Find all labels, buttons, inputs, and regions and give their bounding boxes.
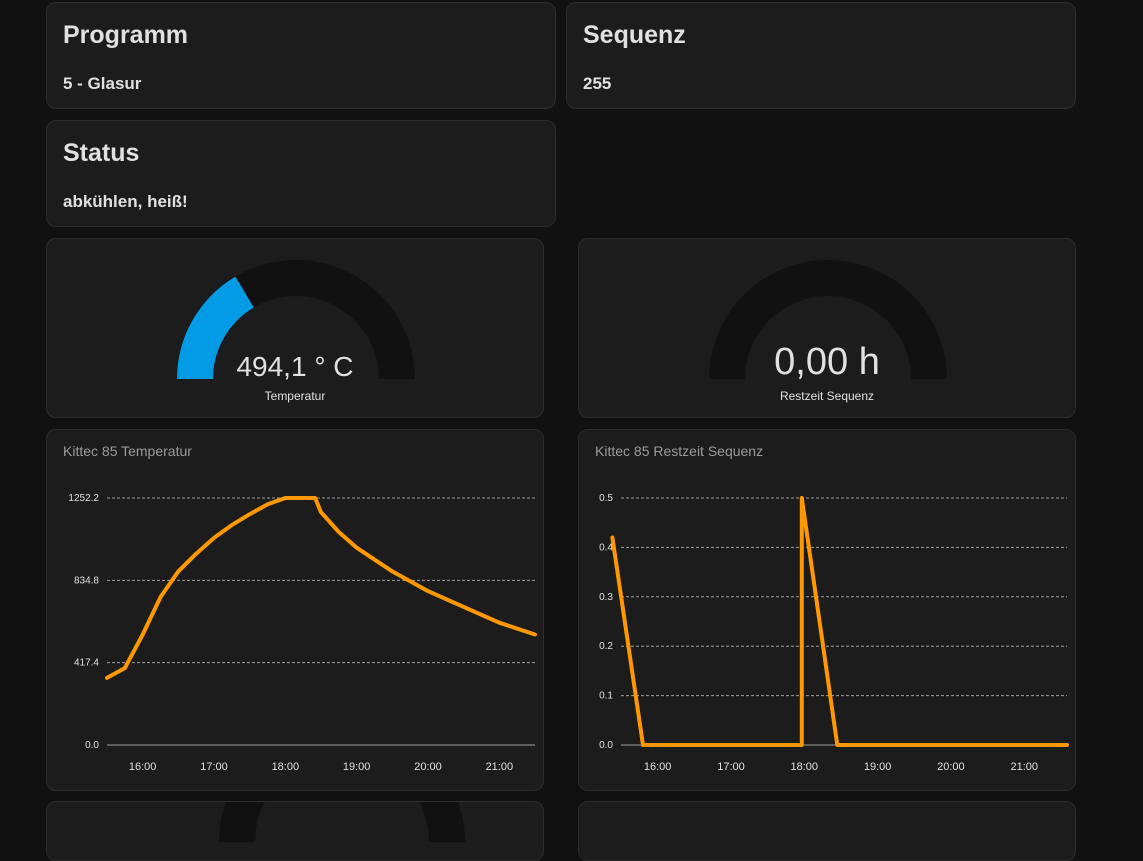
programm-card[interactable]: Programm 5 - Glasur [46, 2, 556, 109]
temperatur-chart-card[interactable]: Kittec 85 Temperatur 0.0 417.4 834.8 1252.2… [46, 429, 544, 791]
temperatur-chart-title: Kittec 85 Temperatur [63, 443, 192, 459]
x-tick-label: 19:00 [864, 761, 892, 773]
x-tick-label: 18:00 [791, 761, 819, 773]
x-tick-label: 16:00 [644, 761, 672, 773]
restzeit-chart[interactable]: 0.0 0.1 0.2 0.3 0.4 0.5 16:00 17:00 18:00 19:00 20… [579, 430, 1077, 792]
series-line [610, 496, 1069, 747]
x-tick-label: 17:00 [717, 761, 745, 773]
restzeit-chart-title: Kittec 85 Restzeit Sequenz [595, 443, 764, 459]
y-tick-label: 0.4 [599, 542, 613, 553]
x-tick-label: 19:00 [343, 761, 371, 773]
restzeit-gauge [709, 260, 947, 380]
y-tick-label: 0.5 [599, 493, 613, 504]
sequenz-card[interactable]: Sequenz 255 [566, 2, 1076, 109]
temperatur-gauge-value: 494,1 ° C [236, 351, 354, 382]
x-tick-label: 18:00 [272, 761, 300, 773]
temperatur-gauge-card[interactable]: 494,1 ° C Temperatur [46, 238, 544, 418]
programm-title: Programm [63, 21, 189, 49]
restzeit-gauge-value: 0,00 h [774, 341, 880, 383]
x-tick-label: 17:00 [200, 761, 228, 773]
x-tick-label: 21:00 [486, 761, 514, 773]
bottom-card-right[interactable] [578, 801, 1076, 861]
gauge-track [709, 260, 947, 380]
x-tick-label: 20:00 [414, 761, 442, 773]
sequenz-title: Sequenz [583, 21, 686, 49]
y-tick-label: 0.0 [599, 740, 613, 751]
y-tick-label: 0.2 [599, 641, 613, 652]
status-title: Status [63, 139, 140, 167]
bottom-gauge-arc [219, 802, 465, 842]
restzeit-chart-card[interactable]: Kittec 85 Restzeit Sequenz 0.0 0.1 0.2 0.3 0… [578, 429, 1076, 791]
y-tick-label: 1252.2 [68, 493, 99, 504]
y-tick-label: 0.0 [85, 740, 99, 751]
y-tick-label: 417.4 [74, 658, 99, 669]
sequenz-value: 255 [583, 74, 612, 93]
x-tick-label: 16:00 [129, 761, 157, 773]
series-line [105, 496, 537, 680]
restzeit-gauge-label: Restzeit Sequenz [779, 389, 875, 403]
temperatur-chart[interactable]: 0.0 417.4 834.8 1252.2 16:00 17:00 18:00 19:00 2… [47, 430, 545, 792]
x-tick-label: 21:00 [1010, 761, 1038, 773]
status-value: abkühlen, heiß! [63, 192, 188, 211]
restzeit-gauge-card[interactable]: 0,00 h Restzeit Sequenz [578, 238, 1076, 418]
y-tick-label: 0.1 [599, 691, 613, 702]
programm-value: 5 - Glasur [63, 74, 142, 93]
temperatur-gauge-label: Temperatur [264, 389, 326, 403]
bottom-gauge-card[interactable] [46, 801, 544, 861]
x-tick-label: 20:00 [937, 761, 965, 773]
gauge-fill [177, 276, 255, 380]
status-card[interactable]: Status abkühlen, heiß! [46, 120, 556, 227]
y-tick-label: 0.3 [599, 592, 613, 603]
temperatur-gauge [177, 260, 415, 380]
y-tick-label: 834.8 [74, 575, 99, 586]
